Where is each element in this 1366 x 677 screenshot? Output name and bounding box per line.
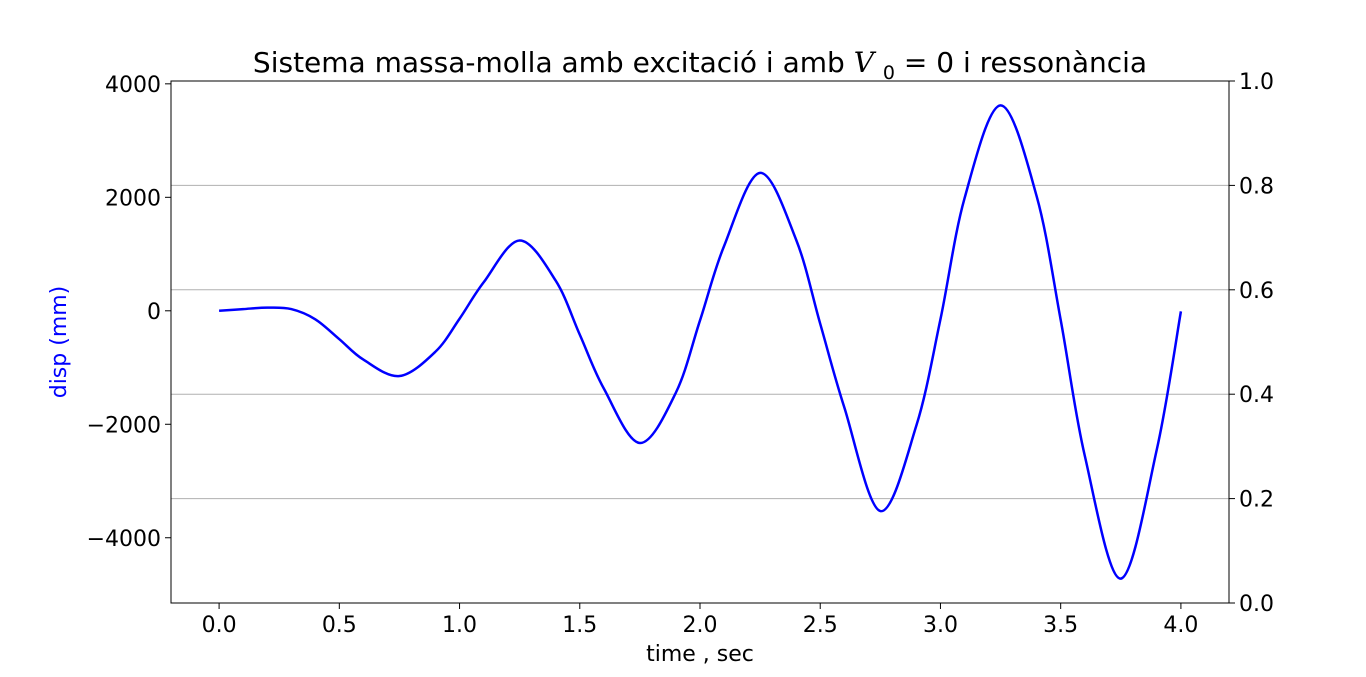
plot-frame (170, 80, 1230, 604)
y-tick-label: 4000 (105, 73, 161, 98)
y-tick-label: −2000 (87, 413, 161, 438)
y2-tick-label: 0.0 (1239, 592, 1274, 617)
x-tick-label: 2.0 (683, 613, 718, 638)
x-tick-label: 0.0 (202, 613, 237, 638)
x-tick-label: 0.5 (322, 613, 357, 638)
x-tick-label: 1.0 (442, 613, 477, 638)
y-axis-left: 4000 2000 0 −2000 −4000 (87, 73, 171, 552)
chart-title-tail: i ressonància (963, 46, 1147, 79)
chart-title-var: V (854, 46, 877, 79)
x-axis-label: time , sec (646, 642, 754, 667)
x-tick-label: 3.5 (1043, 613, 1078, 638)
chart-title-eq: = 0 (904, 46, 954, 79)
series-group (219, 104, 1183, 580)
y-axis-label: disp (mm) (47, 286, 72, 399)
y2-tick-label: 1.0 (1239, 70, 1274, 95)
y2-tick-label: 0.6 (1239, 279, 1274, 304)
x-tick-label: 3.0 (923, 613, 958, 638)
y2-tick-label: 0.8 (1239, 174, 1274, 199)
y2-tick-label: 0.2 (1239, 488, 1274, 513)
y2-tick-label: 0.4 (1239, 383, 1274, 408)
series-line (219, 104, 1183, 580)
y-axis-right: 1.0 0.8 0.6 0.4 0.2 0.0 (1229, 70, 1274, 617)
y-tick-label: 2000 (105, 186, 161, 211)
y-tick-label: −4000 (87, 527, 161, 552)
x-tick-label: 1.5 (562, 613, 597, 638)
x-tick-label: 2.5 (803, 613, 838, 638)
grid-lines (171, 184, 1229, 500)
chart-title: Sistema massa-molla amb excitació i amb … (253, 46, 1147, 86)
chart-title-text: Sistema massa-molla amb excitació i amb (253, 46, 845, 79)
x-tick-label: 4.0 (1163, 613, 1198, 638)
chart-title-sub: 0 (883, 62, 895, 84)
x-axis: 0.0 0.5 1.0 1.5 2.0 2.5 3.0 3.5 4.0 (202, 603, 1198, 638)
y-tick-label: 0 (147, 300, 161, 325)
